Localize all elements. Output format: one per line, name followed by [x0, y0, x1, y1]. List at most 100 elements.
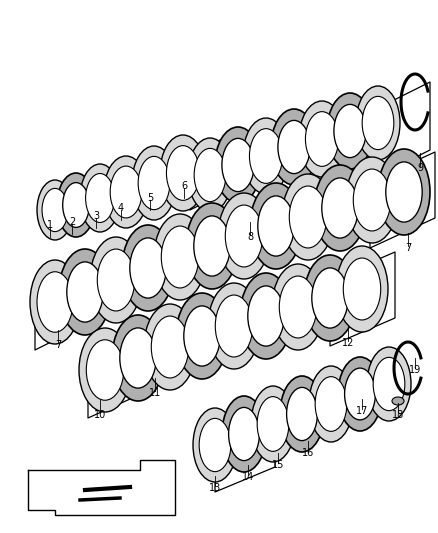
Ellipse shape: [299, 101, 345, 177]
Ellipse shape: [327, 93, 373, 169]
Ellipse shape: [193, 408, 237, 482]
Text: 16: 16: [302, 448, 314, 458]
Ellipse shape: [312, 268, 348, 328]
Ellipse shape: [286, 387, 318, 441]
Ellipse shape: [67, 262, 103, 322]
Ellipse shape: [309, 366, 353, 442]
Ellipse shape: [130, 238, 166, 298]
Ellipse shape: [30, 260, 80, 344]
Text: 11: 11: [149, 388, 161, 398]
Ellipse shape: [90, 237, 142, 323]
Ellipse shape: [79, 328, 131, 412]
Text: 17: 17: [356, 406, 368, 416]
Ellipse shape: [392, 397, 404, 405]
Ellipse shape: [194, 148, 226, 201]
Ellipse shape: [315, 377, 347, 431]
Text: 19: 19: [409, 365, 421, 375]
Ellipse shape: [194, 216, 230, 276]
Ellipse shape: [243, 118, 289, 194]
Text: 2: 2: [69, 217, 75, 227]
Ellipse shape: [132, 146, 176, 220]
Ellipse shape: [280, 376, 324, 452]
Ellipse shape: [42, 188, 68, 232]
Ellipse shape: [356, 86, 400, 160]
Text: 1: 1: [47, 220, 53, 230]
Text: 15: 15: [272, 460, 284, 470]
Ellipse shape: [160, 135, 206, 211]
Ellipse shape: [353, 169, 391, 231]
Ellipse shape: [57, 173, 95, 237]
Text: 7: 7: [405, 243, 411, 253]
Ellipse shape: [222, 139, 254, 191]
Ellipse shape: [37, 180, 73, 240]
Ellipse shape: [176, 293, 228, 379]
Ellipse shape: [63, 183, 89, 228]
Text: 4: 4: [118, 203, 124, 213]
Ellipse shape: [240, 273, 292, 359]
Text: 7: 7: [55, 340, 61, 350]
Ellipse shape: [59, 249, 111, 335]
Ellipse shape: [373, 357, 405, 410]
Ellipse shape: [85, 174, 114, 222]
Ellipse shape: [166, 146, 200, 200]
Ellipse shape: [345, 368, 375, 420]
Text: 8: 8: [247, 232, 253, 242]
Ellipse shape: [199, 418, 231, 472]
Ellipse shape: [225, 205, 263, 267]
Ellipse shape: [367, 347, 411, 421]
Ellipse shape: [278, 120, 310, 174]
Ellipse shape: [218, 193, 270, 279]
Ellipse shape: [282, 174, 334, 260]
Text: 6: 6: [181, 181, 187, 191]
Ellipse shape: [104, 156, 148, 228]
Ellipse shape: [386, 162, 422, 222]
Ellipse shape: [188, 138, 232, 212]
Text: 3: 3: [93, 211, 99, 221]
Ellipse shape: [362, 96, 394, 150]
Ellipse shape: [161, 226, 199, 288]
Ellipse shape: [215, 295, 253, 357]
Ellipse shape: [138, 156, 170, 209]
Ellipse shape: [271, 109, 317, 185]
Ellipse shape: [334, 104, 366, 158]
Ellipse shape: [122, 225, 174, 311]
Ellipse shape: [257, 397, 289, 451]
Ellipse shape: [304, 255, 356, 341]
Ellipse shape: [378, 149, 430, 235]
Ellipse shape: [144, 304, 196, 390]
Ellipse shape: [184, 306, 220, 366]
Text: 12: 12: [342, 338, 354, 348]
Text: 10: 10: [94, 410, 106, 420]
Ellipse shape: [151, 316, 189, 378]
Ellipse shape: [186, 203, 238, 289]
Text: 5: 5: [147, 193, 153, 203]
Ellipse shape: [248, 286, 284, 346]
Ellipse shape: [120, 328, 156, 388]
Ellipse shape: [305, 111, 339, 166]
Ellipse shape: [251, 386, 295, 462]
Ellipse shape: [249, 128, 283, 183]
Ellipse shape: [208, 283, 260, 369]
Ellipse shape: [289, 186, 327, 248]
Ellipse shape: [97, 249, 135, 311]
Ellipse shape: [314, 165, 366, 251]
Ellipse shape: [37, 272, 73, 332]
Ellipse shape: [272, 264, 324, 350]
Ellipse shape: [110, 166, 142, 218]
Ellipse shape: [215, 127, 261, 203]
Ellipse shape: [80, 164, 120, 232]
Ellipse shape: [154, 214, 206, 300]
Ellipse shape: [322, 178, 358, 238]
Text: 9: 9: [417, 163, 423, 173]
Ellipse shape: [229, 407, 259, 461]
Ellipse shape: [338, 357, 382, 431]
Ellipse shape: [343, 258, 381, 320]
Ellipse shape: [279, 276, 317, 338]
Ellipse shape: [250, 183, 302, 269]
Text: 13: 13: [209, 483, 221, 493]
Text: 18: 18: [392, 410, 404, 420]
Ellipse shape: [112, 315, 164, 401]
Ellipse shape: [336, 246, 388, 332]
Text: 14: 14: [242, 472, 254, 482]
Ellipse shape: [86, 340, 124, 400]
